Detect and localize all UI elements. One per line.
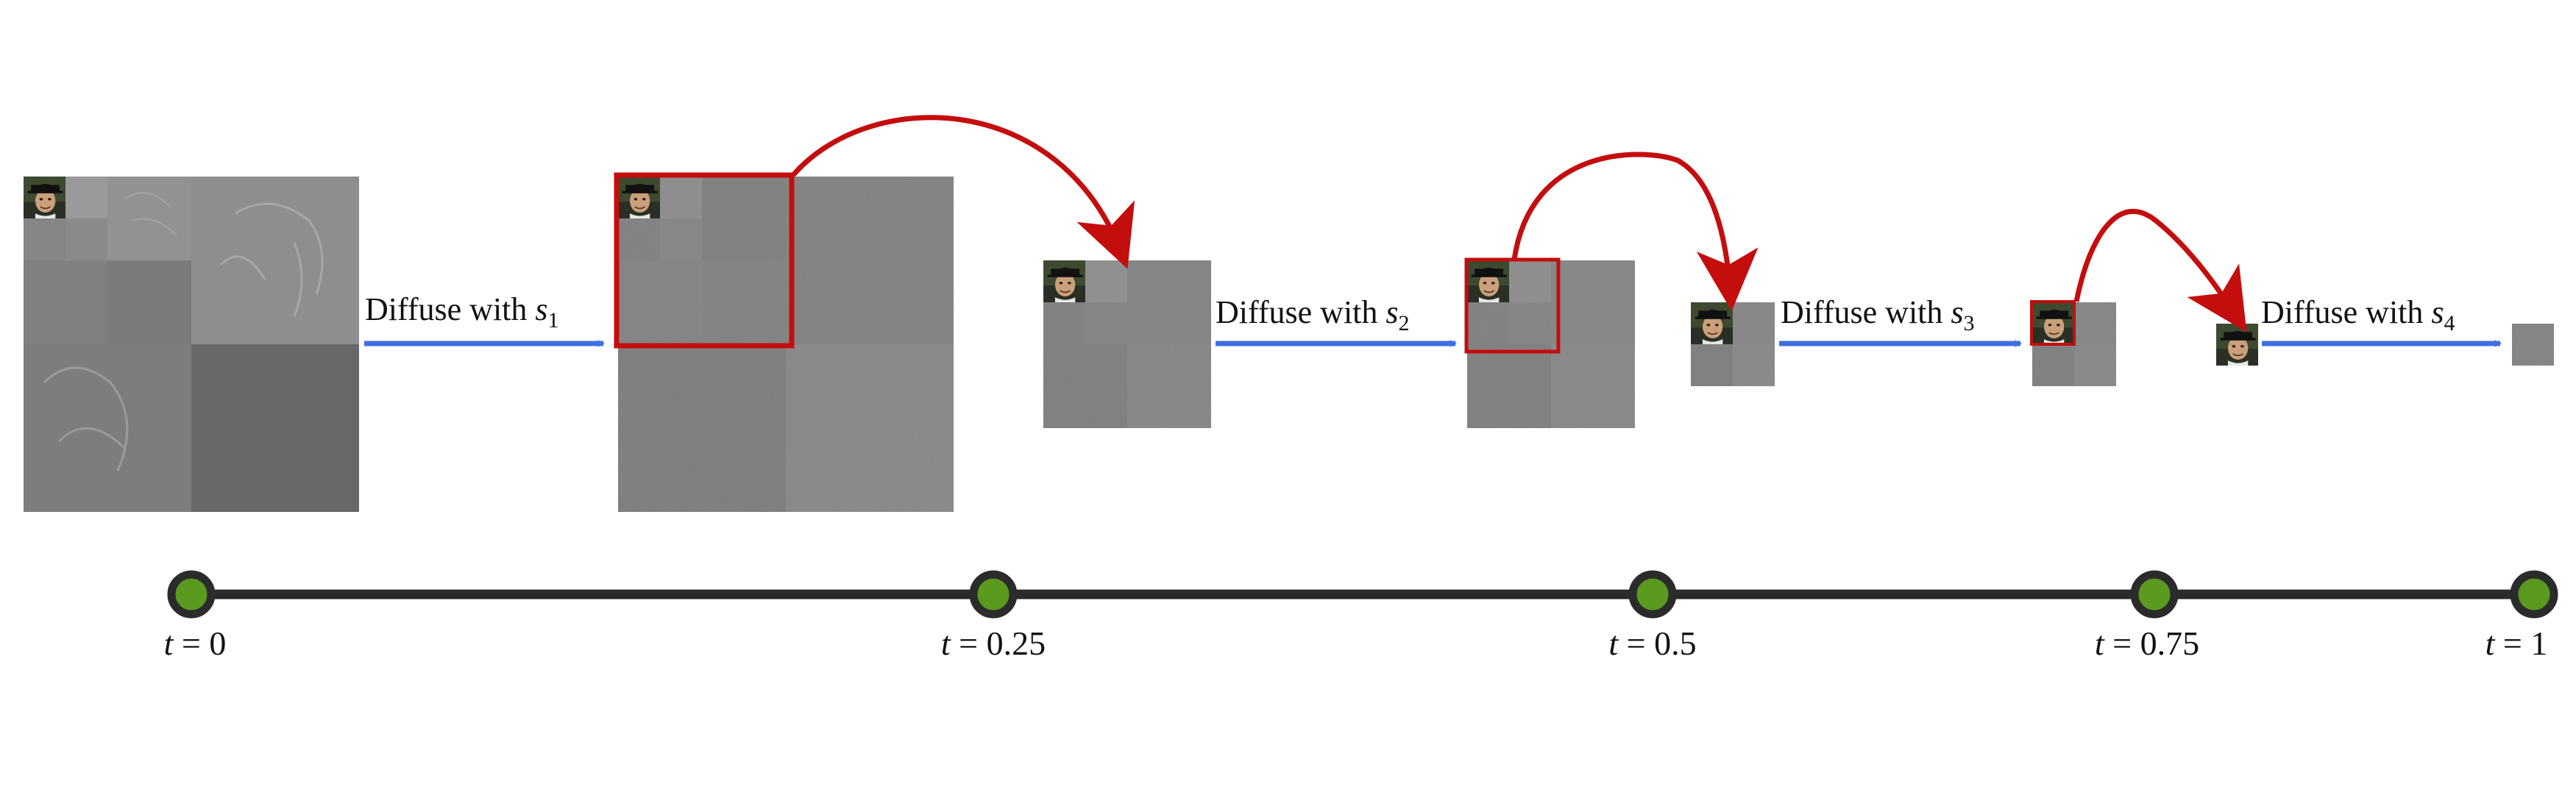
tick-label-t1: t = 1 [2485,624,2548,662]
zoom-arrow-1 [791,115,1135,269]
diffuse-label-2: Diffuse with s2 [1216,294,1410,335]
crop-box-1 [614,172,795,349]
diffuse-label-4: Diffuse with s4 [2261,294,2455,335]
noisy-image-t025 [614,172,954,512]
tick-label-t075: t = 0.75 [2095,624,2199,662]
portrait-photo-icon [24,177,65,218]
tick-label-t05: t = 0.5 [1608,624,1696,662]
timeline-node-t0 [167,570,216,619]
diffuse-label-1: Diffuse with s1 [365,291,559,332]
diffuse-label-3: Diffuse with s3 [1781,294,1975,335]
portrait-photo-icon [1467,260,1509,302]
noisy-image-t05 [1043,260,1211,428]
wavelet-image-t0 [24,177,359,512]
final-noise-t1 [2512,324,2554,366]
timeline-nodes [167,570,2558,619]
portrait-photo-icon [1043,260,1085,302]
timeline-node-t1 [2510,570,2558,619]
timeline-node-t05 [1628,570,1677,619]
crop-box-3 [2030,300,2076,346]
noisy-image-t05-b [1464,257,1635,428]
portrait-photo-icon [2032,302,2074,344]
portrait-photo-icon [618,177,660,218]
zoom-arrow-3 [2073,209,2247,332]
crop-box-2 [1464,257,1561,354]
noisy-image-t075-b [2030,300,2116,386]
tick-label-t025: t = 0.25 [941,624,1046,662]
zoom-arrow-2 [1511,152,1759,311]
timeline-node-t075 [2130,570,2179,619]
tick-label-t0: t = 0 [164,624,227,662]
portrait-photo-icon [1691,302,1733,344]
noisy-image-t075 [1691,302,1775,386]
thumbnail-t1 [2216,324,2258,366]
portrait-photo-icon [2216,324,2258,366]
timeline-node-t025 [969,570,1018,619]
